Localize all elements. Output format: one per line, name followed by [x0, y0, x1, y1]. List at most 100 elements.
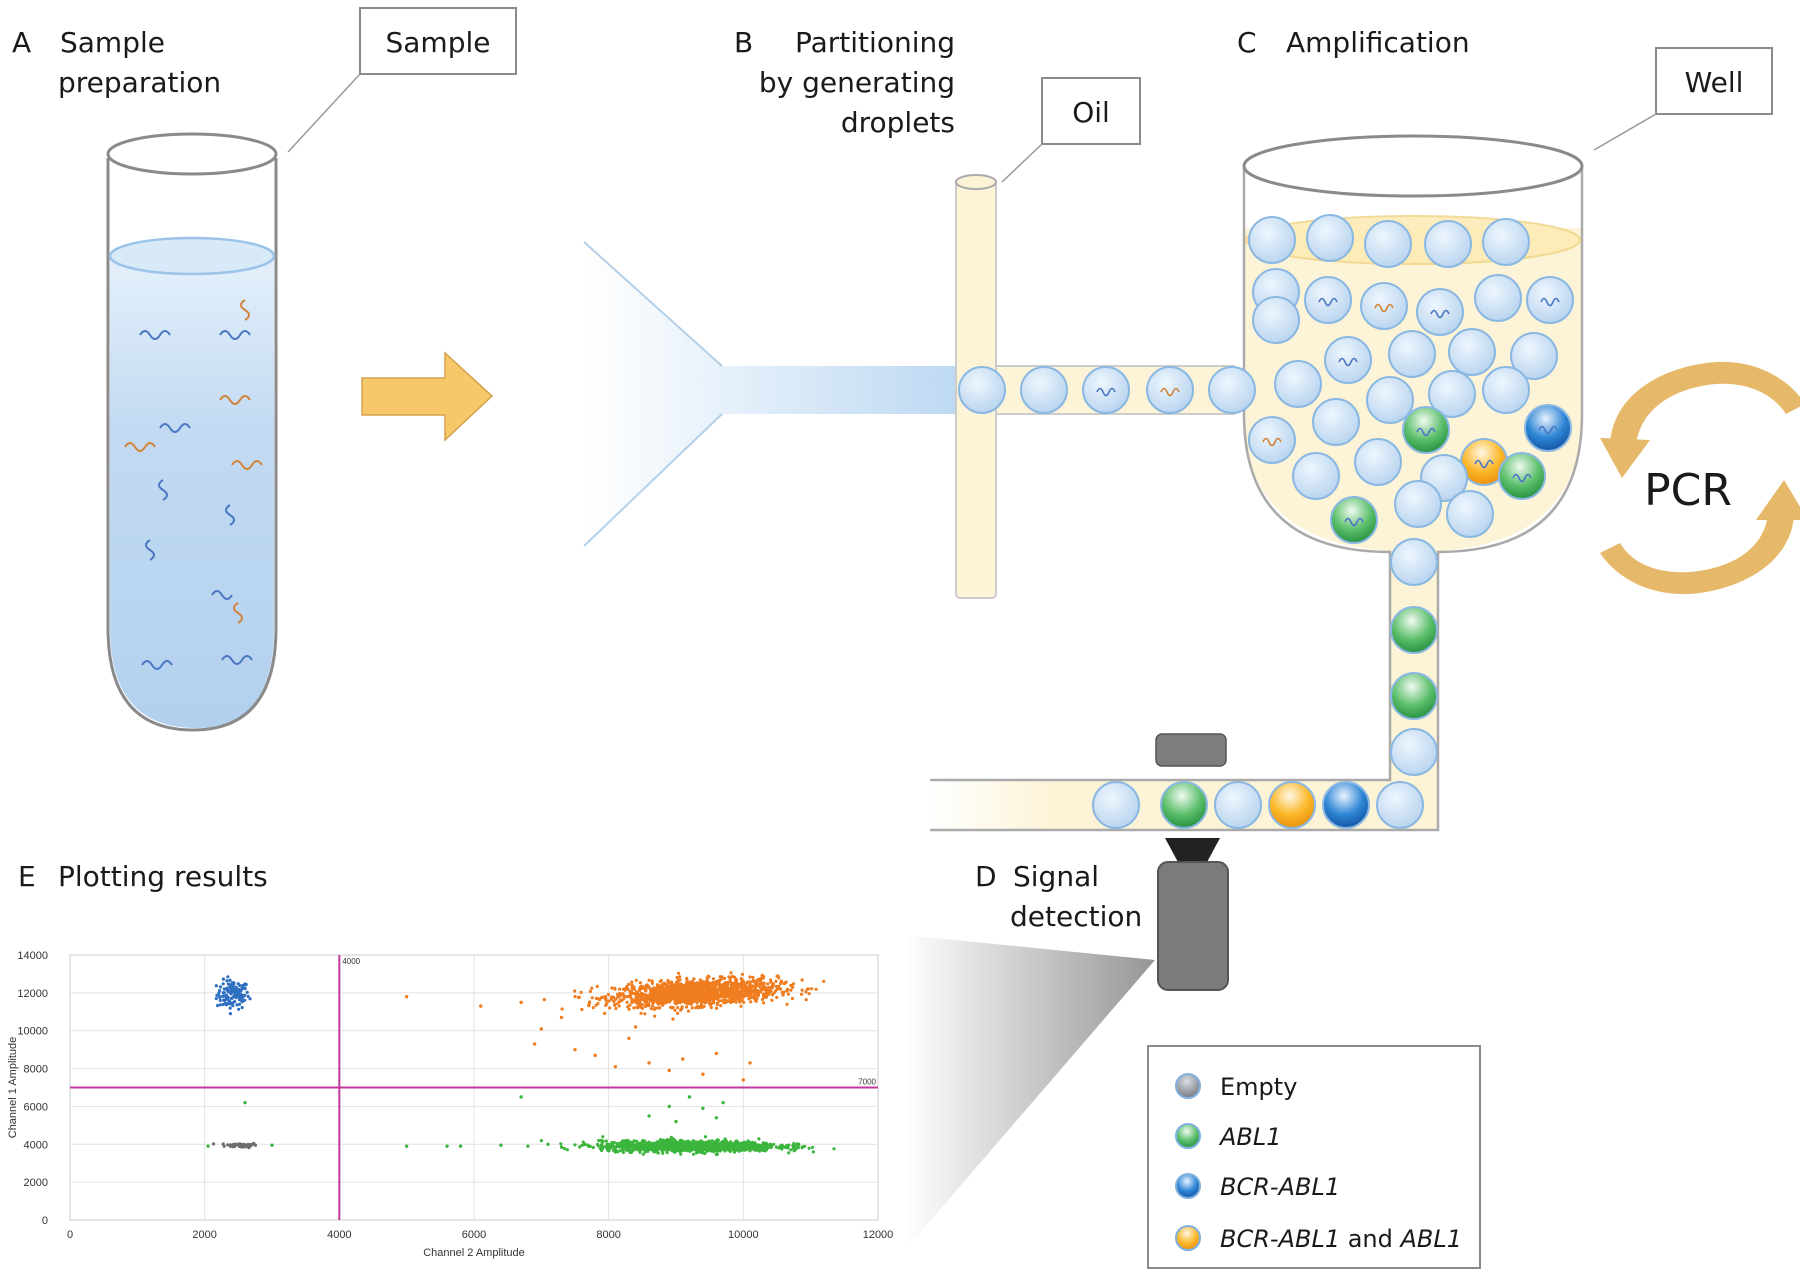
droplet-dna [1540, 297, 1560, 307]
scatter-point [636, 1145, 640, 1149]
panel-e: E Plotting results 0 2000 4000 6000 8000 1000… [7, 860, 893, 1259]
panel-b: B Partitioning by generating droplets Oi… [583, 26, 1235, 599]
scatter-point [624, 1148, 629, 1152]
droplet [1376, 781, 1424, 829]
detector [1157, 861, 1229, 991]
scatter-point [241, 999, 246, 1003]
scatter-point [745, 994, 750, 998]
scatter-point [243, 1143, 247, 1147]
scatter-point [680, 989, 684, 993]
scatter-point [590, 986, 594, 990]
scatter-point [632, 1139, 636, 1143]
scatter-point [639, 996, 644, 1000]
droplet [1364, 220, 1412, 268]
scatter-point [228, 978, 232, 982]
scatter-point [693, 1147, 697, 1151]
scatter-point [774, 1145, 779, 1149]
droplet [1248, 216, 1296, 264]
panel-a-title-line1: Sample [60, 26, 165, 59]
y-tick-label: 0 [42, 1215, 48, 1227]
scatter-point [404, 994, 409, 999]
droplet-dna [1160, 387, 1180, 397]
scatter-point [732, 981, 736, 986]
scatter-point [786, 1146, 790, 1150]
threshold-y-label: 7000 [858, 1078, 876, 1087]
scatter-point [224, 995, 228, 1000]
droplet [1214, 781, 1262, 829]
droplet [1322, 781, 1370, 829]
scatter-point [638, 985, 643, 989]
scatter-point [645, 1147, 649, 1151]
scatter-point [499, 1143, 503, 1147]
scatter-point [218, 998, 222, 1003]
scatter-point [706, 998, 710, 1002]
scatter-point [783, 981, 787, 985]
scatter-point [580, 1007, 584, 1012]
scatter-point [606, 993, 611, 997]
scatter-point [723, 985, 727, 990]
scatter-point [216, 1003, 220, 1008]
scatter-point [233, 990, 237, 994]
scatter-point [625, 984, 629, 989]
droplet-dna [1416, 427, 1436, 437]
droplet [1292, 452, 1340, 500]
scatter-point [740, 1144, 745, 1148]
pcr-cycle: PCR [1600, 361, 1800, 595]
scatter-point [804, 998, 808, 1002]
scatter-point [775, 974, 779, 978]
scatter-point [620, 998, 624, 1003]
droplet-dna [1338, 357, 1358, 367]
scatter-point [588, 1000, 592, 1004]
sample-funnel [584, 242, 964, 546]
scatter-point [760, 982, 764, 986]
scatter-point [744, 982, 748, 986]
scatter-point [657, 1141, 661, 1145]
scatter-point [235, 1143, 239, 1147]
scatter-point [634, 978, 638, 982]
scatter-point [610, 986, 614, 990]
scatter-point [701, 1106, 705, 1111]
scatter-point [689, 1002, 693, 1006]
scatter-point [729, 971, 733, 975]
panel-d: D Signal detection [905, 733, 1229, 1250]
droplet [1446, 490, 1494, 538]
scatter-point [760, 973, 764, 977]
scatter-point [772, 991, 776, 995]
scatter-point [699, 991, 703, 995]
scatter-point [607, 1142, 611, 1147]
droplet [1360, 282, 1408, 330]
scatter-point [805, 987, 809, 991]
scatter-point [807, 992, 811, 996]
scatter-point [814, 987, 818, 991]
scatter-point [658, 1138, 663, 1142]
scatter-point [703, 1135, 708, 1139]
scatter-point [223, 987, 227, 991]
scatter-point [679, 982, 683, 986]
legend-swatch-bcr-abl1 [1175, 1173, 1201, 1199]
scatter-point [748, 991, 752, 995]
scatter-point [760, 1148, 764, 1152]
legend-item-empty: Empty [1175, 1073, 1297, 1101]
scatter-point [749, 1000, 753, 1004]
scatter-point [734, 1142, 738, 1146]
scatter-point [736, 997, 740, 1001]
scatter-point [751, 975, 755, 979]
scatter-point [635, 1148, 640, 1152]
x-tick-label: 4000 [327, 1229, 351, 1241]
x-axis-label: Channel 2 Amplitude [423, 1247, 525, 1259]
scatter-point [621, 1149, 625, 1153]
scatter-point [744, 988, 749, 992]
droplet [1390, 538, 1438, 586]
scatter-point [236, 993, 240, 997]
scatter-point [677, 990, 681, 994]
scatter-point [675, 982, 679, 986]
scatter-point [731, 985, 735, 989]
scatter-point [763, 1142, 767, 1146]
scatter-point [720, 1145, 724, 1149]
scatter-point [699, 987, 703, 991]
scatter-point [757, 1137, 761, 1141]
scatter-point [596, 1002, 600, 1006]
scatter-point [246, 994, 250, 999]
scatter-point [253, 1143, 258, 1147]
